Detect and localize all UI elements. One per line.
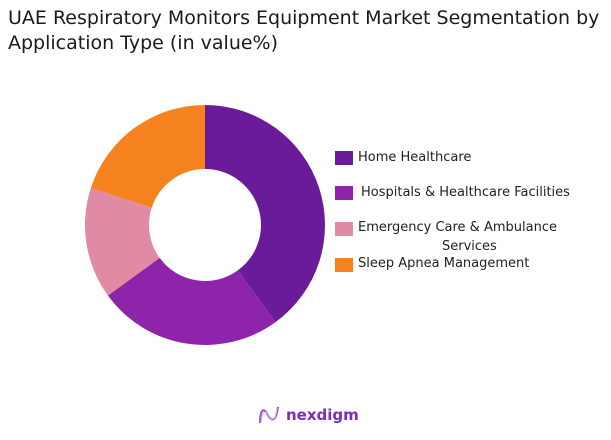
legend-swatch	[335, 258, 353, 272]
chart-title: UAE Respiratory Monitors Equipment Marke…	[8, 7, 600, 54]
nexdigm-logo-icon	[259, 406, 279, 424]
legend-label: Sleep Apnea Management	[358, 256, 530, 271]
legend-swatch	[335, 186, 353, 200]
donut-slice-emergency-care-ambulance-services	[84, 187, 160, 296]
nexdigm-logo: nexdigm	[258, 405, 359, 425]
legend-label-line2: Services	[442, 239, 497, 254]
donut-slice-sleep-apnea-management	[90, 105, 205, 208]
nexdigm-logo-text: nexdigm	[286, 406, 359, 424]
donut-slice-hospitals-healthcare-facilities	[107, 257, 276, 346]
legend-label: Home Healthcare	[358, 150, 472, 165]
legend-label: Hospitals & Healthcare Facilities	[361, 185, 570, 200]
legend-swatch	[335, 151, 353, 165]
donut-slice-home-healthcare	[205, 105, 326, 323]
legend-swatch	[335, 222, 353, 236]
legend-label: Emergency Care & Ambulance	[358, 220, 557, 235]
